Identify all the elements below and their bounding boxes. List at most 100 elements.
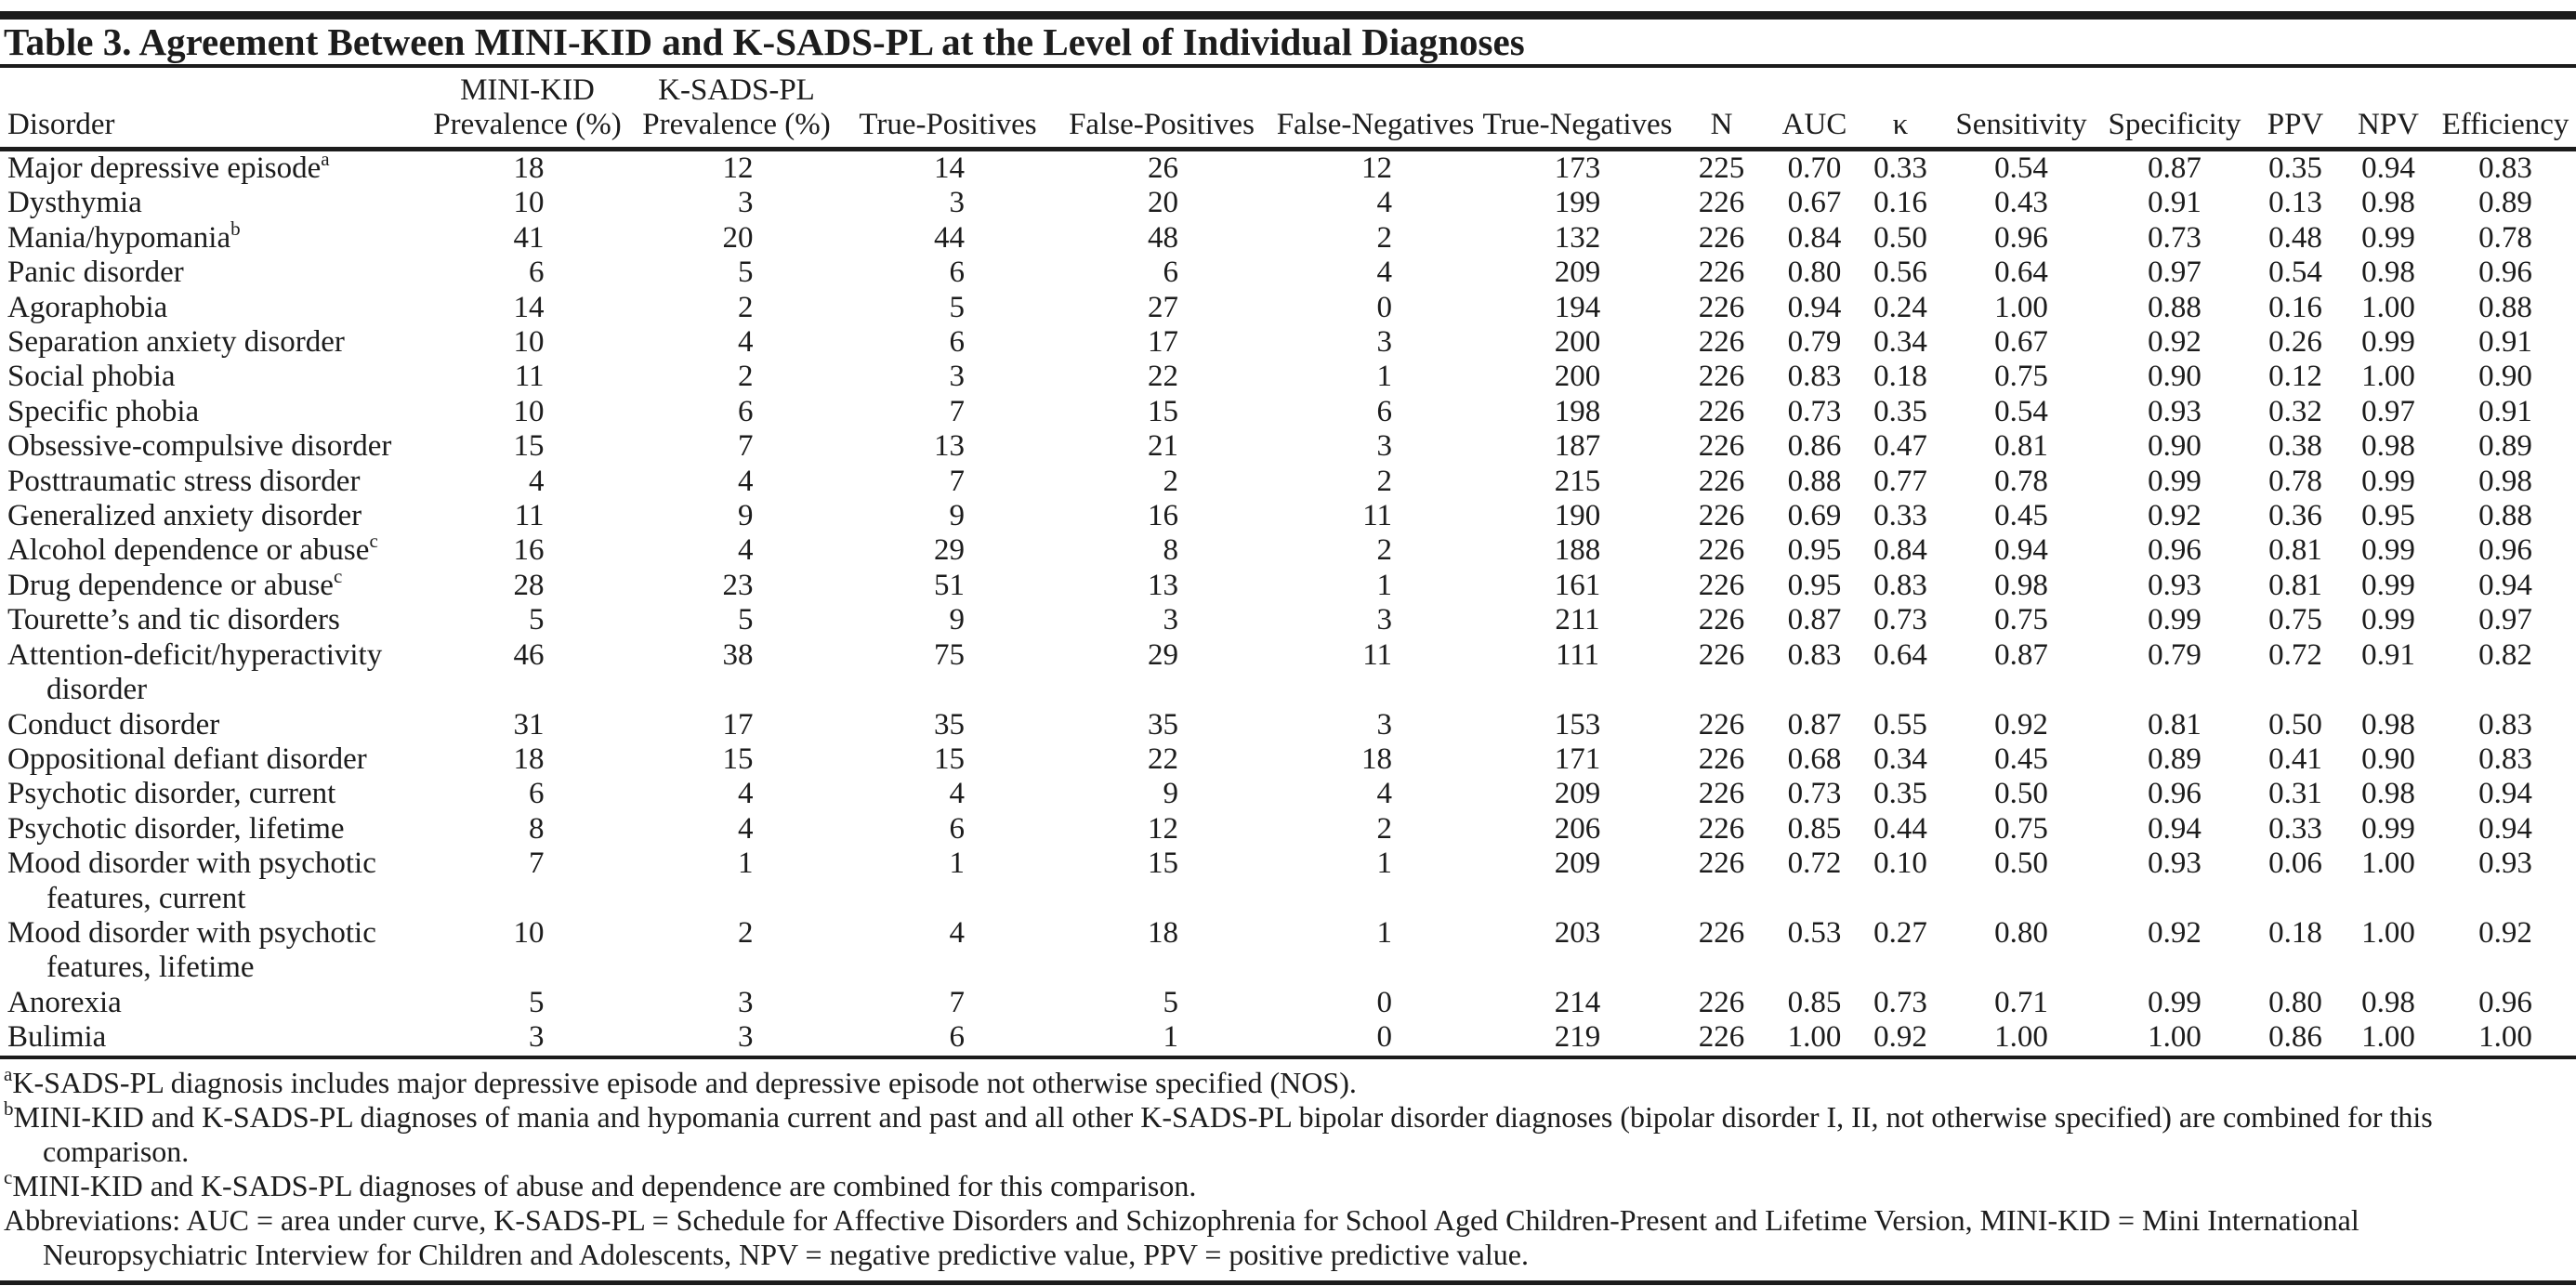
value: 27 <box>1148 290 1178 324</box>
table-row: Tourette’s and tic disorders 5 5 9 3 3 211 226 0… <box>0 603 2576 637</box>
disorder-name: Specific phobia <box>7 394 200 428</box>
cell-sensitivity: 0.71 <box>1994 985 2048 1019</box>
value: 12 <box>722 151 754 185</box>
value: 15 <box>1148 846 1178 881</box>
cell-specificity: 0.92 <box>2148 915 2201 950</box>
value: 11 <box>514 360 545 394</box>
value: 9 <box>738 499 754 533</box>
cell-k-sads-pl-prevalence: 38 <box>632 638 841 708</box>
cell-kappa: 0.55 <box>1873 707 1927 741</box>
cell-false-positives: 20 <box>1055 186 1268 220</box>
value: 2 <box>1163 464 1179 498</box>
column-header-false-negatives: False-Negatives <box>1268 68 1482 151</box>
top-rule <box>0 11 2576 20</box>
disorder-name: Bulimia <box>7 1020 107 1055</box>
table-header: Disorder MINI-KID Prevalence (%) K-SADS-PL P… <box>0 68 2576 151</box>
cell-specificity: 0.88 <box>2148 290 2201 324</box>
value: 6 <box>1376 394 1393 428</box>
cell-ppv: 0.41 <box>2268 741 2322 776</box>
table-row: Panic disorder 6 5 6 6 4 209 226 0.80 0.56 0.64 0.9… <box>0 256 2576 290</box>
value: 7 <box>949 985 966 1019</box>
column-header-line2: Sensitivity <box>1955 108 2087 141</box>
value: 9 <box>949 499 966 533</box>
table-row: Social phobia 11 2 3 22 1 200 226 0.83 0.18 0.75 0.… <box>0 360 2576 394</box>
cell-kappa: 0.64 <box>1873 637 1927 672</box>
cell-false-negatives: 2 <box>1268 465 1482 499</box>
value: 3 <box>1163 603 1179 637</box>
column-header-kappa: κ <box>1859 68 1942 151</box>
value: 5 <box>738 256 754 290</box>
value: 2 <box>738 290 754 324</box>
table-row: Posttraumatic stress disorder 4 4 7 2 2 215 226… <box>0 465 2576 499</box>
value: 17 <box>722 707 754 741</box>
value: 2 <box>1376 811 1393 846</box>
cell-sensitivity: 0.50 <box>1994 777 2048 811</box>
cell-k-sads-pl-prevalence: 3 <box>632 1020 841 1056</box>
cell-mini-kid-prevalence: 14 <box>423 291 632 325</box>
value: 5 <box>1163 985 1179 1019</box>
cell-k-sads-pl-prevalence: 4 <box>632 812 841 846</box>
column-header-sensitivity: Sensitivity <box>1942 68 2100 151</box>
column-header-line2: N <box>1710 108 1733 141</box>
cell-false-positives: 48 <box>1055 221 1268 256</box>
value: 4 <box>1376 256 1393 290</box>
cell-npv: 1.00 <box>2361 360 2415 394</box>
column-header-mini-kid-prevalence: MINI-KID Prevalence (%) <box>423 68 632 151</box>
value: 4 <box>1376 777 1393 811</box>
disorder-name: Psychotic disorder, current <box>7 777 336 811</box>
footnote-marker: c <box>4 1165 13 1188</box>
cell-specificity: 0.73 <box>2148 220 2201 255</box>
cell-auc: 0.85 <box>1787 985 1842 1019</box>
footnote: cMINI-KID and K-SADS-PL diagnoses of abu… <box>4 1165 2565 1203</box>
disorder-cell: Mood disorder with psychotic features, cu… <box>0 846 423 916</box>
cell-efficiency: 0.91 <box>2478 394 2532 428</box>
cell-auc: 0.73 <box>1787 777 1842 811</box>
cell-mini-kid-prevalence: 18 <box>423 742 632 777</box>
value: 1 <box>949 846 966 881</box>
cell-true-negatives: 215 <box>1554 464 1601 498</box>
cell-ppv: 0.36 <box>2268 499 2322 533</box>
value: 6 <box>529 256 545 290</box>
cell-true-positives: 9 <box>841 499 1055 533</box>
value: 1 <box>1163 1020 1179 1055</box>
cell-specificity: 0.79 <box>2148 637 2201 672</box>
value: 18 <box>513 151 545 185</box>
cell-npv: 0.98 <box>2361 186 2415 220</box>
cell-true-positives: 15 <box>841 742 1055 777</box>
column-header-line1: MINI-KID <box>460 73 595 107</box>
cell-k-sads-pl-prevalence: 4 <box>632 533 841 568</box>
value: 7 <box>949 394 966 428</box>
cell-true-positives: 7 <box>841 986 1055 1020</box>
cell-efficiency: 0.78 <box>2478 220 2532 255</box>
cell-true-negatives: 187 <box>1554 429 1601 464</box>
cell-true-negatives: 171 <box>1554 741 1601 776</box>
disorder-cell: Psychotic disorder, current <box>0 777 423 811</box>
cell-true-negatives: 214 <box>1554 985 1601 1019</box>
value: 23 <box>722 568 754 602</box>
value: 3 <box>949 360 966 394</box>
cell-k-sads-pl-prevalence: 6 <box>632 395 841 429</box>
cell-mini-kid-prevalence: 11 <box>423 499 632 533</box>
cell-specificity: 0.96 <box>2148 777 2201 811</box>
cell-sensitivity: 0.75 <box>1994 360 2048 394</box>
value: 3 <box>1376 603 1393 637</box>
table-row: Mood disorder with psychotic features, li… <box>0 916 2576 986</box>
column-header-line2: Disorder <box>7 108 115 141</box>
cell-efficiency: 0.94 <box>2478 777 2532 811</box>
cell-sensitivity: 0.43 <box>1994 186 2048 220</box>
cell-false-positives: 22 <box>1055 742 1268 777</box>
cell-true-negatives: 173 <box>1554 151 1601 185</box>
cell-false-negatives: 3 <box>1268 325 1482 360</box>
column-header-line2: AUC <box>1781 108 1847 141</box>
cell-efficiency: 0.83 <box>2478 741 2532 776</box>
disorder-name: Obsessive-compulsive disorder <box>7 429 392 464</box>
column-header-true-negatives: True-Negatives <box>1482 68 1673 151</box>
cell-mini-kid-prevalence: 15 <box>423 429 632 464</box>
cell-n: 226 <box>1698 360 1745 394</box>
disorder-name: Mood disorder with psychotic <box>7 846 376 881</box>
cell-false-positives: 22 <box>1055 360 1268 394</box>
cell-k-sads-pl-prevalence: 4 <box>632 777 841 811</box>
header-row: Disorder MINI-KID Prevalence (%) K-SADS-PL P… <box>0 68 2576 151</box>
cell-false-positives: 8 <box>1055 533 1268 568</box>
cell-k-sads-pl-prevalence: 15 <box>632 742 841 777</box>
